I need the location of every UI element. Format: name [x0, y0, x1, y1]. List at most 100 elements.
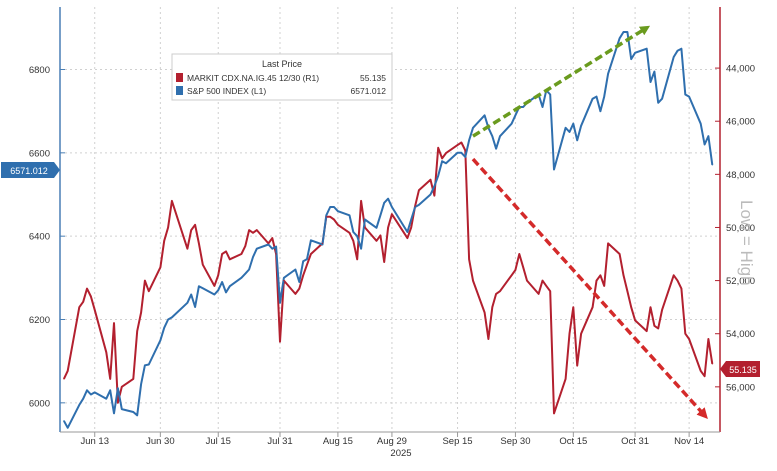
point-sp500-2025-07-08	[190, 293, 192, 296]
point-sp500-2025-07-21	[240, 277, 242, 279]
point-cdx-2025-09-16	[460, 141, 462, 144]
point-sp500-2025-08-11	[321, 243, 324, 246]
point-sp500-2025-09-11	[441, 160, 443, 162]
point-cdx-2025-08-07	[306, 264, 308, 266]
x-tick-label-3: Jul 31	[267, 436, 292, 447]
x-tick-label-10: Nov 14	[674, 436, 704, 447]
point-sp500-2025-11-14	[688, 96, 690, 98]
point-cdx-2025-08-01	[283, 280, 285, 282]
point-cdx-2025-10-15	[572, 306, 574, 308]
point-cdx-2025-09-30	[514, 269, 517, 271]
point-sp500-2025-09-24	[491, 135, 493, 137]
point-sp500-2025-10-10	[553, 168, 555, 171]
point-sp500-2025-08-21	[360, 248, 362, 250]
point-cdx-2025-11-04	[649, 306, 652, 308]
point-sp500-2025-09-12	[445, 162, 447, 164]
point-cdx-2025-08-21	[360, 200, 362, 202]
point-sp500-2025-06-12	[90, 393, 92, 396]
point-sp500-2025-07-01	[163, 327, 165, 329]
point-sp500-2025-08-25	[375, 227, 378, 229]
legend-box	[171, 53, 393, 101]
point-cdx-2025-07-16	[221, 253, 223, 255]
point-cdx-2025-09-02	[406, 237, 408, 239]
point-cdx-2025-11-10	[673, 274, 675, 276]
point-sp500-2025-07-29	[271, 248, 273, 250]
point-cdx-2025-08-20	[356, 258, 358, 260]
x-tick-label-5: Aug 29	[377, 436, 407, 447]
point-sp500-2025-10-15	[572, 123, 574, 125]
point-sp500-2025-08-04	[294, 268, 296, 271]
left-tick-label-6800: 6800	[29, 65, 50, 76]
point-cdx-2025-07-24	[252, 232, 254, 234]
x-axis-ticks: Jun 13 Jun 30 Jul 15 Jul 31 Aug 15 Aug 29 Sep …	[80, 432, 704, 447]
point-cdx-2025-08-14	[333, 218, 335, 221]
point-sp500-2025-09-17	[464, 156, 466, 158]
right-tick-label-50000: 50,000	[726, 223, 755, 234]
point-sp500-2025-09-16	[460, 152, 462, 154]
right-tick-label-56000: 56,000	[726, 382, 755, 393]
x-tick-label-7: Sep 30	[500, 436, 530, 447]
point-cdx-2025-10-29	[626, 290, 629, 292]
legend: Last Price MARKIT CDX.NA.IG.45 12/30 (R1…	[171, 53, 393, 101]
point-sp500-2025-07-30	[275, 246, 277, 248]
point-cdx-2025-08-25	[375, 240, 378, 242]
point-sp500-2025-08-26	[379, 214, 381, 216]
point-sp500-2025-09-08	[429, 193, 432, 196]
point-sp500-2025-09-26	[499, 135, 501, 137]
point-sp500-2025-08-14	[333, 206, 335, 208]
point-cdx-2025-09-26	[499, 290, 501, 292]
left-tick-label-6200: 6200	[29, 315, 50, 326]
point-sp500-2025-06-17	[109, 389, 111, 391]
point-cdx-2025-10-27	[619, 253, 621, 255]
point-sp500-2025-07-17	[225, 291, 227, 293]
legend-label-sp500: S&P 500 INDEX (L1)	[187, 86, 266, 96]
point-sp500-2025-10-17	[580, 125, 582, 127]
point-sp500-2025-07-25	[256, 248, 258, 250]
point-cdx-2025-06-30	[159, 266, 161, 268]
point-cdx-2025-08-13	[329, 216, 331, 218]
point-cdx-2025-10-30	[630, 306, 632, 308]
point-sp500-2025-07-15	[217, 289, 219, 291]
legend-value-cdx: 55.135	[360, 73, 386, 83]
point-sp500-2025-08-19	[352, 231, 354, 233]
point-cdx-2025-09-22	[484, 311, 486, 314]
x-tick-label-6: Sep 15	[442, 436, 472, 447]
point-cdx-2025-07-01	[163, 240, 165, 242]
point-cdx-2025-11-11	[676, 280, 679, 282]
point-cdx-2025-09-19	[472, 280, 474, 282]
point-cdx-2025-10-20	[592, 306, 594, 308]
point-sp500-2025-06-11	[86, 389, 88, 391]
point-sp500-2025-10-22	[599, 110, 602, 112]
point-sp500-2025-06-26	[144, 364, 146, 366]
point-sp500-2025-06-27	[148, 363, 150, 366]
point-cdx-2025-09-12	[445, 152, 447, 154]
last-value-left: 6571.012	[10, 166, 48, 176]
series-points	[63, 31, 713, 429]
point-cdx-2025-06-05	[63, 378, 65, 380]
right-tick-label-52000: 52,000	[726, 276, 755, 287]
point-cdx-2025-08-11	[321, 242, 324, 244]
point-sp500-2025-11-07	[661, 98, 663, 100]
point-sp500-2025-11-17	[700, 123, 702, 125]
point-sp500-2025-08-15	[337, 210, 339, 212]
point-cdx-2025-09-17	[464, 149, 466, 151]
point-cdx-2025-06-23	[132, 378, 134, 380]
point-cdx-2025-08-28	[387, 226, 389, 229]
point-sp500-2025-10-09	[549, 93, 551, 96]
point-sp500-2025-07-23	[248, 268, 250, 271]
point-cdx-2025-07-22	[244, 245, 246, 247]
point-cdx-2025-06-25	[140, 311, 142, 314]
point-cdx-2025-09-29	[511, 274, 513, 276]
point-sp500-2025-09-02	[406, 231, 408, 233]
point-sp500-2025-10-24	[607, 73, 609, 75]
point-sp500-2025-10-30	[630, 58, 632, 60]
legend-swatch-cdx	[176, 73, 183, 82]
point-sp500-2025-09-10	[437, 175, 439, 177]
point-sp500-2025-06-25	[140, 383, 142, 385]
point-cdx-2025-10-06	[538, 293, 540, 295]
point-sp500-2025-07-03	[171, 316, 173, 318]
point-sp500-2025-09-05	[418, 204, 420, 206]
point-sp500-2025-09-15	[456, 152, 459, 154]
point-sp500-2025-10-27	[619, 37, 621, 39]
point-sp500-2025-11-06	[657, 102, 659, 104]
